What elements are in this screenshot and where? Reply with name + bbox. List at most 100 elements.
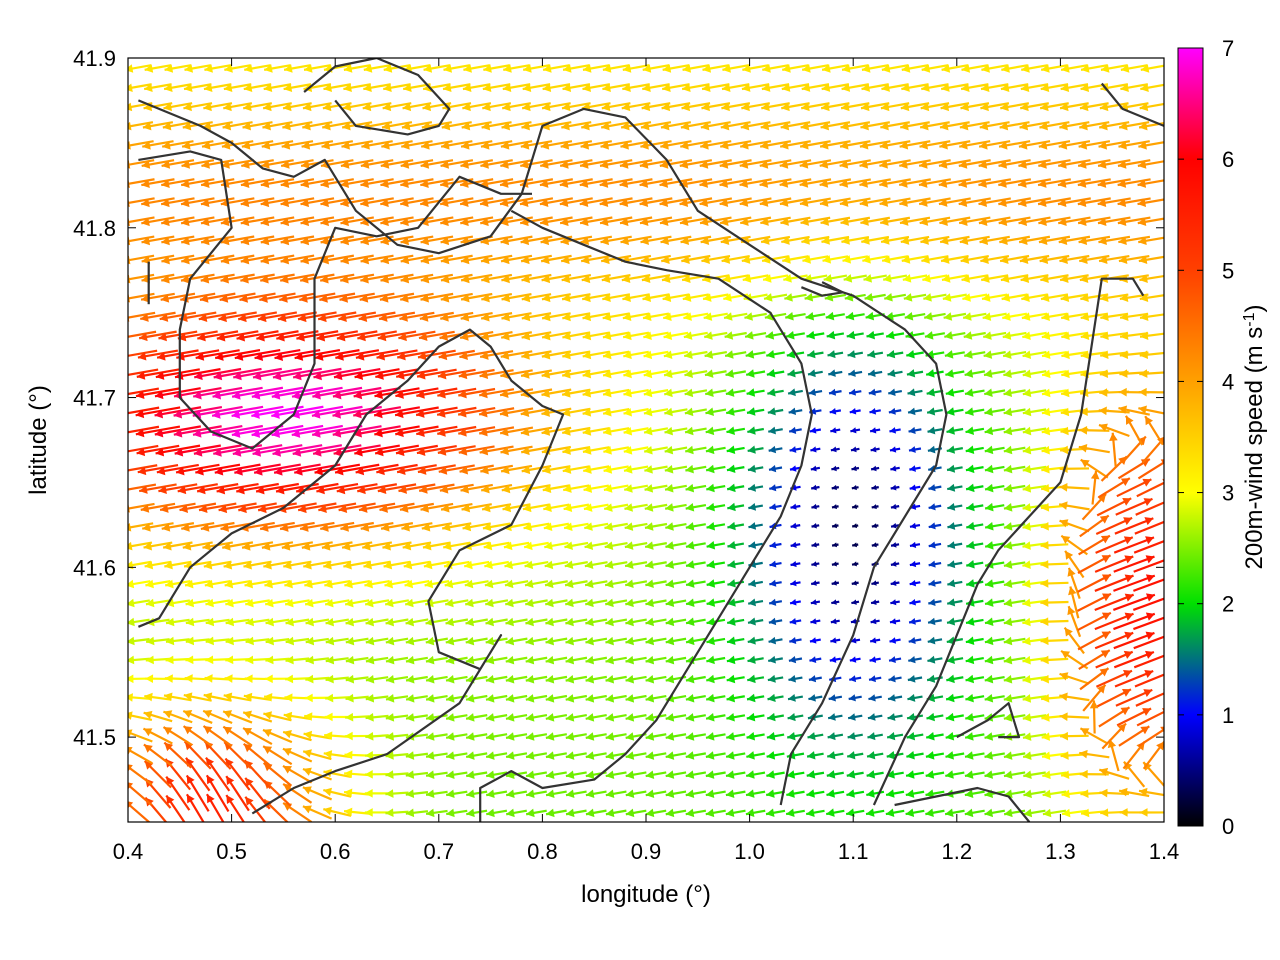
wind-arrow	[292, 444, 343, 457]
wind-arrow	[964, 770, 985, 779]
wind-arrow	[141, 235, 175, 246]
wind-arrow	[154, 406, 202, 419]
wind-arrow	[885, 330, 905, 340]
wind-arrow	[363, 83, 391, 92]
wind-arrow	[643, 407, 669, 417]
wind-arrow	[200, 521, 235, 532]
wind-arrow	[602, 83, 631, 92]
wind-arrow	[810, 580, 820, 586]
contour-2	[138, 150, 532, 450]
wind-arrow	[1003, 674, 1026, 684]
wind-arrow	[684, 350, 708, 359]
wind-arrow	[790, 503, 801, 510]
wind-arrow	[334, 463, 380, 476]
wind-arrow	[524, 560, 549, 570]
wind-arrow	[1059, 712, 1090, 721]
wind-arrow	[1001, 64, 1029, 73]
wind-arrow	[622, 64, 650, 73]
wind-arrow	[840, 216, 871, 226]
wind-arrow	[1022, 713, 1047, 722]
wind-arrow	[279, 521, 315, 532]
wind-arrow	[522, 503, 551, 513]
wind-arrow	[562, 465, 590, 474]
wind-arrow	[847, 732, 863, 741]
wind-arrow	[160, 197, 195, 208]
wind-arrow	[879, 140, 911, 150]
wind-arrow	[585, 617, 608, 627]
wind-arrow	[1023, 770, 1046, 780]
wind-arrow	[643, 388, 669, 398]
wind-arrow	[305, 674, 330, 684]
wind-arrow	[404, 598, 429, 608]
wind-arrow	[365, 617, 389, 627]
wind-arrow	[906, 751, 924, 760]
wind-arrow	[780, 216, 811, 226]
wind-arrow	[807, 732, 824, 741]
wind-arrow	[643, 369, 669, 379]
wind-arrow	[1079, 102, 1109, 112]
wind-arrow	[184, 579, 211, 589]
wind-arrow	[318, 502, 357, 514]
wind-arrow	[403, 560, 431, 570]
wind-arrow	[605, 617, 628, 627]
wind-arrow	[944, 808, 965, 818]
wind-arrow	[906, 349, 924, 359]
wind-arrow	[1022, 694, 1047, 703]
wind-arrow	[1100, 312, 1129, 322]
wind-arrow	[726, 693, 745, 703]
wind-arrow	[665, 617, 687, 627]
wind-arrow	[521, 464, 552, 475]
wind-arrow	[1003, 426, 1026, 436]
wind-arrow	[881, 83, 909, 92]
wind-arrow	[623, 407, 649, 417]
wind-arrow	[745, 808, 766, 818]
wind-arrow	[375, 368, 419, 380]
wind-arrow	[485, 694, 508, 703]
wind-arrow	[663, 350, 689, 360]
wind-arrow	[742, 64, 769, 73]
wind-arrow	[214, 463, 261, 476]
wind-arrow	[643, 426, 669, 436]
wind-arrow	[1022, 369, 1047, 379]
wind-arrow	[245, 617, 270, 627]
wind-arrow	[135, 387, 180, 399]
wind-arrow	[745, 770, 766, 779]
wind-arrow	[225, 794, 246, 822]
wind-arrow	[444, 598, 469, 608]
wind-arrow	[807, 369, 823, 378]
wind-arrow	[625, 674, 647, 684]
wind-arrow	[345, 693, 369, 703]
wind-arrow	[619, 197, 653, 208]
wind-arrow	[582, 426, 610, 436]
wind-arrow	[602, 369, 630, 379]
wind-arrow	[763, 293, 788, 302]
wind-arrow	[541, 273, 572, 284]
wind-arrow	[680, 235, 712, 246]
wind-arrow	[861, 235, 890, 245]
wind-arrow	[525, 770, 547, 779]
wind-arrow	[345, 617, 369, 627]
wind-arrow	[762, 274, 789, 283]
wind-arrow	[340, 235, 374, 246]
wind-arrow	[907, 388, 923, 397]
wind-arrow	[682, 64, 710, 73]
wind-arrow	[425, 694, 448, 703]
wind-arrow	[806, 789, 825, 798]
wind-arrow	[645, 636, 667, 646]
wind-arrow	[959, 121, 990, 131]
wind-arrow	[143, 83, 172, 92]
wind-arrow	[254, 348, 301, 361]
wind-arrow	[128, 801, 151, 822]
wind-arrow	[425, 751, 448, 760]
wind-arrow	[841, 235, 870, 245]
x-tick-label: 0.5	[216, 839, 247, 864]
wind-arrow	[398, 483, 436, 494]
wind-arrow	[1040, 274, 1069, 283]
wind-arrow	[1100, 350, 1129, 360]
wind-arrow	[782, 255, 809, 264]
wind-arrow	[831, 465, 840, 472]
wind-arrow	[299, 273, 335, 284]
wind-arrow	[161, 273, 195, 284]
wind-arrow	[128, 636, 150, 646]
wind-arrow	[744, 331, 767, 340]
